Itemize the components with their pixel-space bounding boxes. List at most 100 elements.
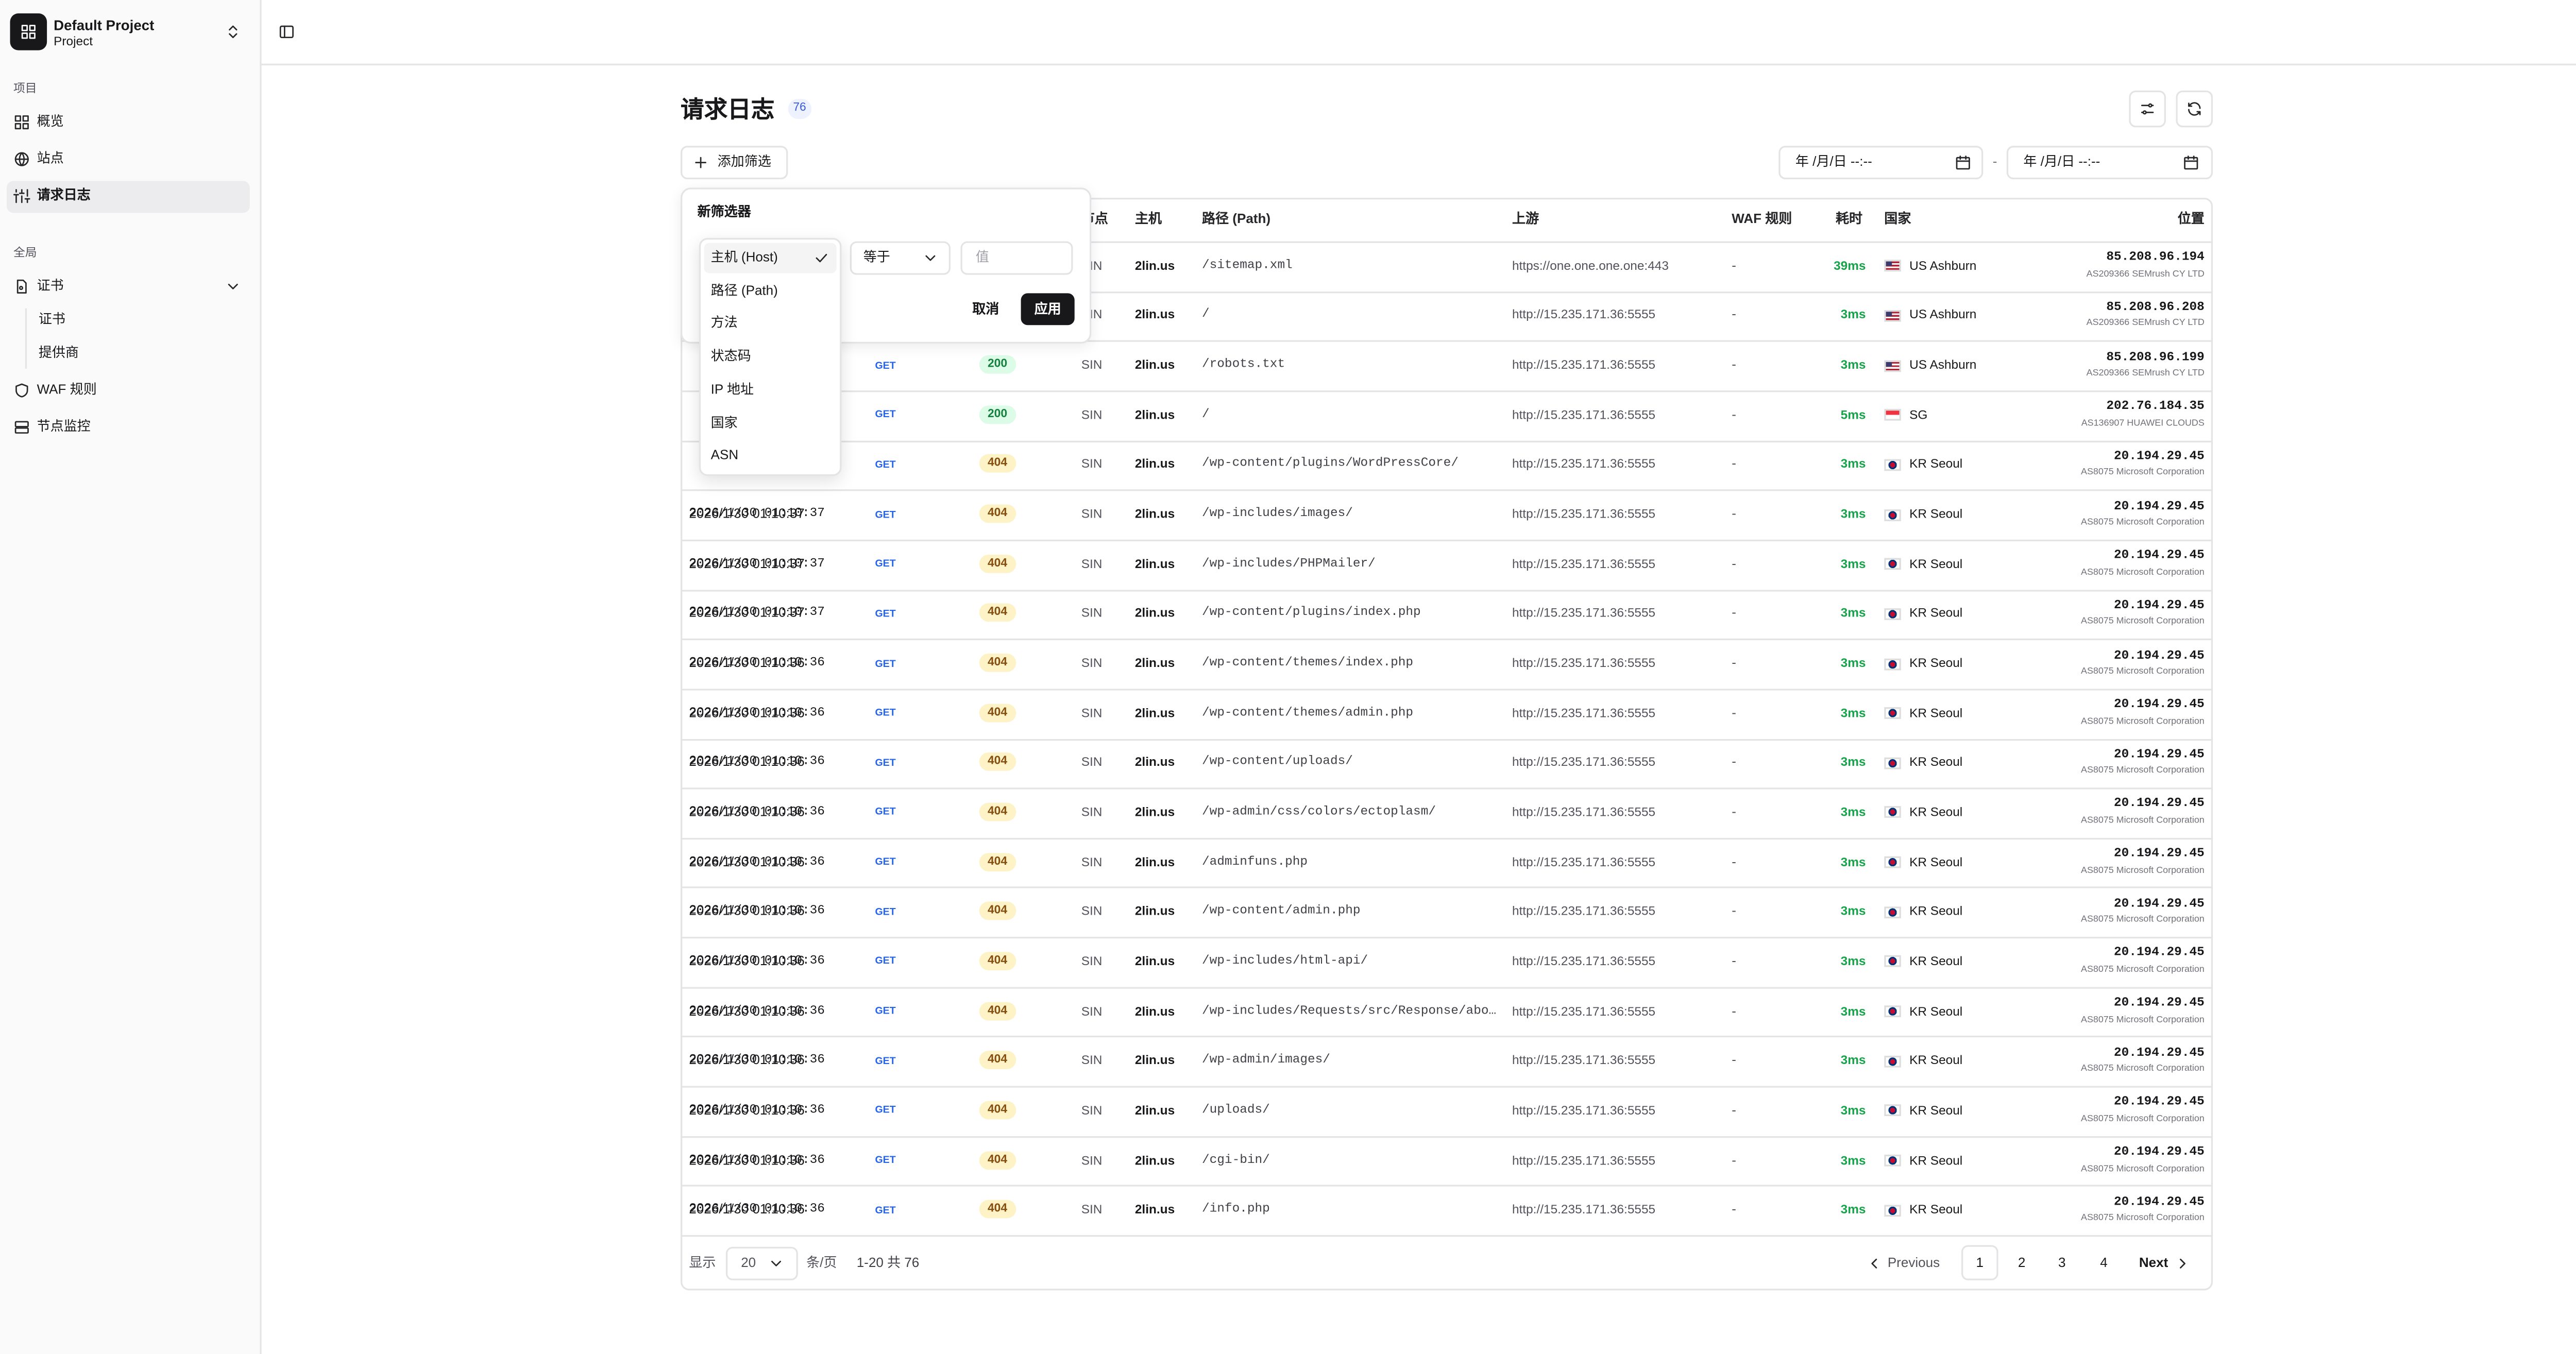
cell-node: SIN	[1081, 953, 1103, 969]
page-button[interactable]: 2	[2018, 1255, 2026, 1271]
cell-host: 2lin.us	[1134, 456, 1175, 472]
cell-status: 404	[979, 455, 1016, 473]
value-input[interactable]	[960, 241, 1073, 275]
apply-button[interactable]: 应用	[1034, 301, 1061, 317]
cell-ip: 20.194.29.45	[2114, 748, 2205, 762]
add-filter-button[interactable]	[681, 146, 788, 180]
settings-button[interactable]	[2129, 90, 2166, 128]
range-label: 1-20 共 76	[856, 1255, 920, 1271]
date-to[interactable]	[2006, 146, 2213, 180]
cell-time: 2026/1/30 01:10:36	[689, 805, 825, 820]
cell-host: 2lin.us	[1134, 705, 1175, 721]
row-divider	[681, 738, 2213, 740]
cell-upstream: http://15.235.171.36:5555	[1512, 556, 1656, 571]
cell-method: GET	[875, 858, 896, 868]
select-chevron	[922, 250, 939, 267]
flag	[1884, 1105, 1901, 1117]
cell-status: 404	[979, 504, 1016, 523]
field-option[interactable]: 主机 (Host)	[710, 249, 778, 265]
cell-path: /wp-content/themes/index.php	[1201, 657, 1414, 671]
page-button[interactable]: 1	[1976, 1255, 1984, 1271]
cell-asn: AS209366 SEMrush CY LTD	[2086, 369, 2205, 379]
operator-select[interactable]	[850, 241, 951, 275]
cell-path: /wp-content/plugins/WordPressCore/	[1201, 458, 1459, 472]
cell-country: KR Seoul	[1909, 1102, 1963, 1118]
cell-country: KR Seoul	[1909, 1053, 1963, 1068]
field-option[interactable]: ASN	[710, 447, 739, 463]
project-name[interactable]: Default Project	[54, 16, 155, 34]
field-option[interactable]: 路径 (Path)	[710, 283, 778, 299]
cell-host: 2lin.us	[1134, 655, 1175, 671]
cell-method: GET	[875, 609, 896, 620]
cell-upstream: http://15.235.171.36:5555	[1512, 406, 1656, 422]
page-button[interactable]: 4	[2100, 1255, 2108, 1271]
row-divider	[681, 489, 2213, 492]
cell-waf: -	[1732, 456, 1736, 472]
cell-path: /wp-content/admin.php	[1201, 905, 1361, 919]
field-option[interactable]: 状态码	[710, 348, 751, 364]
chevron[interactable]	[225, 278, 242, 295]
nav-item[interactable]: 站点	[37, 150, 64, 166]
cell-asn: AS8075 Microsoft Corporation	[2081, 1213, 2205, 1224]
page-button[interactable]: 3	[2058, 1255, 2066, 1271]
cell-asn: AS8075 Microsoft Corporation	[2081, 667, 2205, 677]
flag	[1884, 757, 1901, 769]
cell-latency: 39ms	[1834, 258, 1866, 273]
nav-item[interactable]: 证书	[37, 278, 64, 294]
cell-latency: 3ms	[1840, 903, 1866, 919]
flag	[1884, 707, 1901, 719]
sidebar-toggle[interactable]	[278, 24, 295, 41]
cell-latency: 3ms	[1840, 357, 1866, 372]
nav-item[interactable]: 节点监控	[37, 419, 91, 434]
row-divider	[681, 688, 2213, 691]
cell-method: GET	[875, 907, 896, 918]
row-divider	[681, 390, 2213, 392]
cell-waf: -	[1732, 1152, 1736, 1168]
next-button[interactable]: Next	[2139, 1255, 2168, 1271]
date-from-text: 年 /月/日 --:--	[1795, 154, 1872, 169]
row-divider	[681, 440, 2213, 442]
selected-option-bg	[704, 243, 837, 273]
cell-status: 200	[979, 355, 1016, 374]
cell-host: 2lin.us	[1134, 953, 1175, 969]
nav-subitem[interactable]: 证书	[38, 312, 65, 327]
nav-item[interactable]: 概览	[37, 114, 64, 129]
cell-node: SIN	[1081, 357, 1103, 372]
nav-item[interactable]: WAF 规则	[37, 382, 97, 398]
date-from[interactable]	[1778, 146, 1984, 180]
cell-time: 2026/1/30 01:10:36	[689, 1154, 825, 1168]
cell-time: 2026/1/30 01:10:36	[689, 657, 825, 671]
cell-node: SIN	[1081, 903, 1103, 919]
cell-status: 404	[979, 1101, 1016, 1120]
cell-waf: -	[1732, 705, 1736, 721]
flag	[1884, 558, 1901, 571]
refresh-button[interactable]	[2176, 90, 2213, 128]
cell-ip: 20.194.29.45	[2114, 898, 2205, 912]
nav-item[interactable]: 请求日志	[37, 187, 91, 203]
page-size-select[interactable]	[725, 1246, 798, 1280]
column-header: 上游	[1512, 211, 1539, 227]
nav-icon	[13, 114, 30, 131]
nav-subitem[interactable]: 提供商	[38, 345, 79, 361]
cancel-button[interactable]: 取消	[972, 301, 999, 317]
row-divider	[681, 937, 2213, 939]
field-option[interactable]: 国家	[710, 415, 738, 431]
cell-country: KR Seoul	[1909, 1152, 1963, 1168]
field-option[interactable]: 方法	[710, 315, 738, 331]
section-label: 全局	[13, 248, 37, 260]
previous-button[interactable]: Previous	[1887, 1255, 1940, 1271]
cell-node: SIN	[1081, 556, 1103, 571]
cell-asn: AS8075 Microsoft Corporation	[2081, 1064, 2205, 1075]
cell-time: 2026/1/30 01:10:37	[689, 607, 825, 621]
cell-status: 404	[979, 703, 1016, 722]
cell-path: /uploads/	[1201, 1104, 1270, 1118]
field-option[interactable]: IP 地址	[710, 382, 754, 398]
cell-time: 2026/1/30 01:10:37	[689, 556, 805, 571]
row-divider	[681, 837, 2213, 839]
project-switch[interactable]	[225, 24, 242, 41]
cell-status: 404	[979, 1200, 1016, 1219]
cell-method: GET	[875, 1106, 896, 1117]
cell-latency: 3ms	[1840, 1152, 1866, 1168]
cell-node: SIN	[1081, 1053, 1103, 1068]
cell-host: 2lin.us	[1134, 258, 1175, 273]
